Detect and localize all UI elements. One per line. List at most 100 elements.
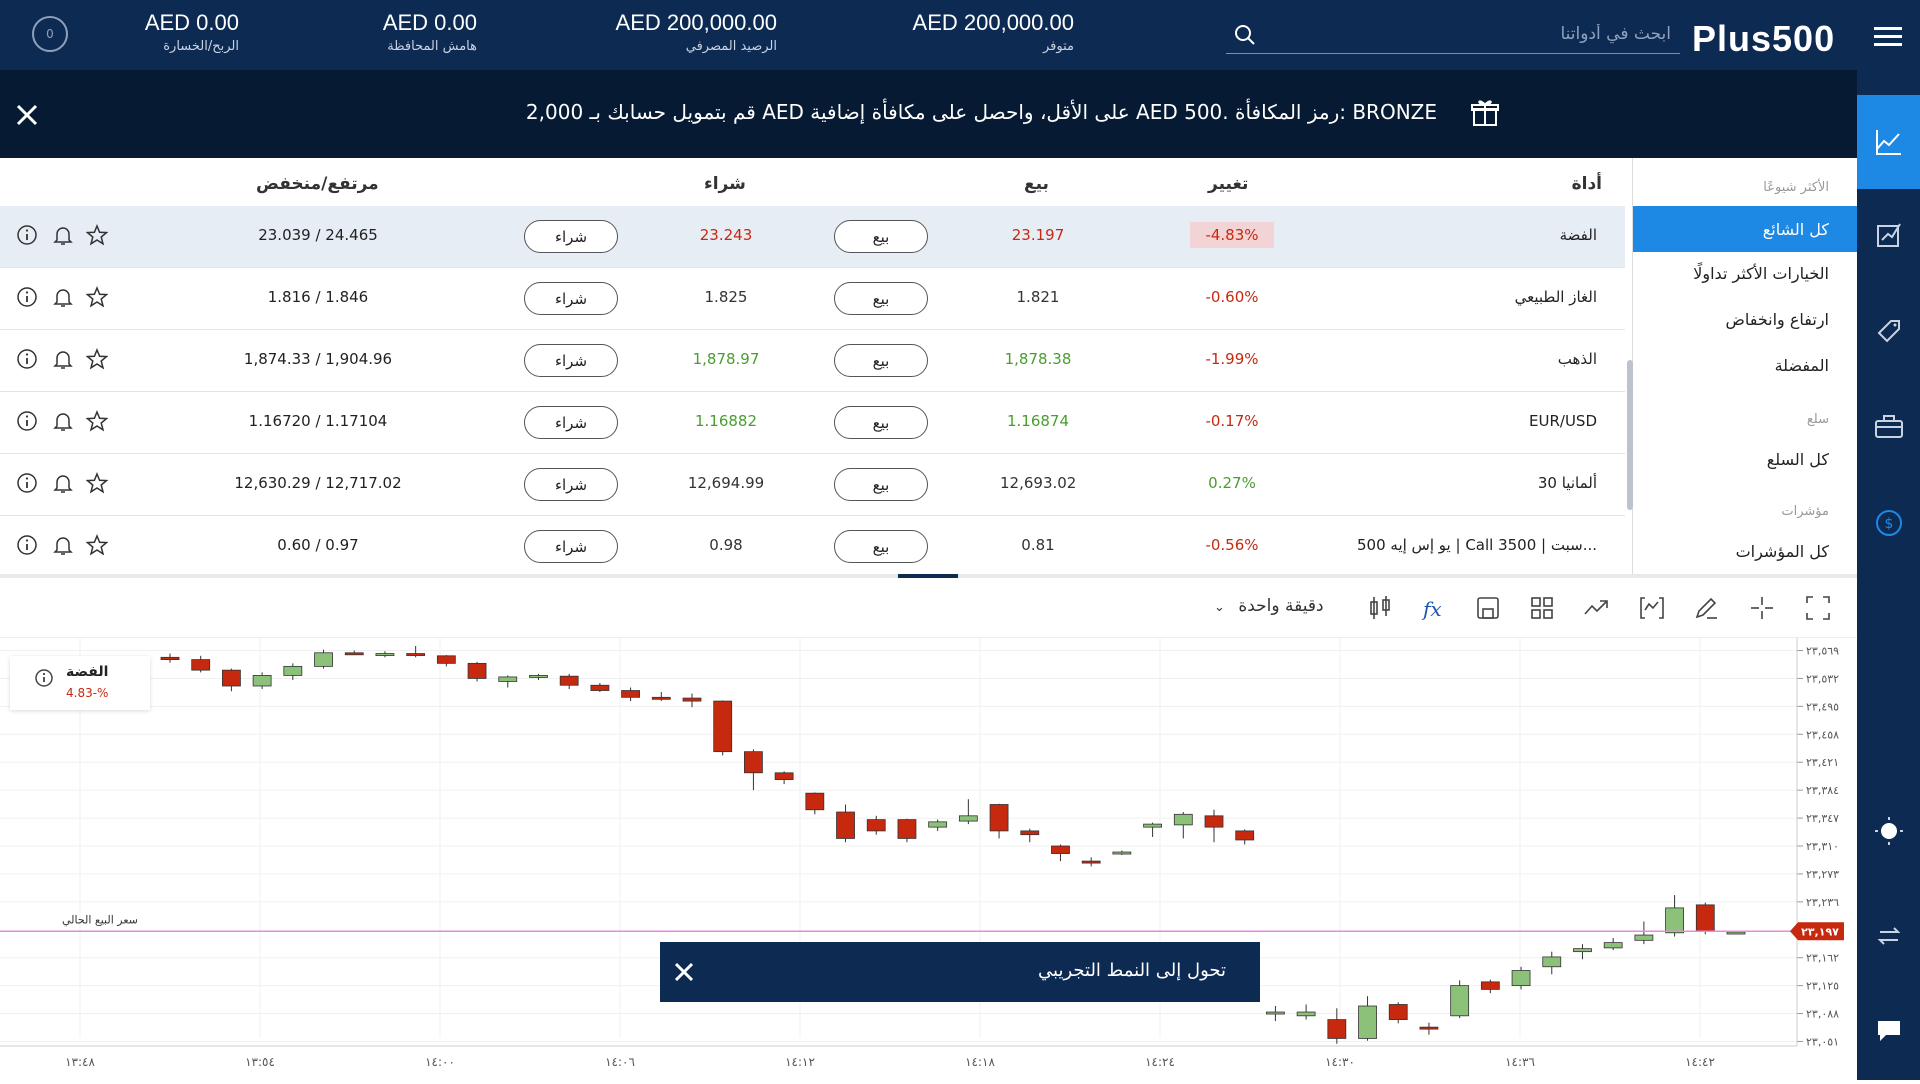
close-icon[interactable]	[674, 962, 694, 982]
change-value: -0.56%	[1205, 536, 1259, 554]
x-tick-label: ١٣:٤٨	[65, 1055, 95, 1069]
compare-icon[interactable]	[1582, 594, 1610, 622]
bell-icon[interactable]	[52, 224, 74, 246]
section-popular: الأكثر شيوعًا	[1763, 180, 1829, 195]
search-input[interactable]	[1266, 16, 1671, 52]
star-icon[interactable]	[86, 224, 108, 246]
panel-resize-handle[interactable]	[898, 574, 958, 578]
candle-body	[682, 697, 702, 702]
category-all-indices[interactable]: كل المؤشرات	[1735, 542, 1829, 561]
svg-text:$: $	[1884, 516, 1893, 532]
info-icon[interactable]	[16, 224, 38, 246]
x-tick-label: ١٤:١٢	[785, 1055, 815, 1069]
nav-orders[interactable]	[1857, 306, 1920, 356]
category-all-commodities[interactable]: كل السلع	[1766, 450, 1829, 469]
chat-button[interactable]	[1857, 1006, 1920, 1056]
table-row[interactable]: يو إس إيه 500 | Call 3500 | سبت... -0.56%…	[0, 516, 1625, 578]
info-icon[interactable]	[16, 410, 38, 432]
category-favorites[interactable]: المفضلة	[1774, 356, 1829, 375]
table-row[interactable]: الذهب -1.99% 1,878.38 بيع 1,878.97 شراء 1,874.…	[0, 330, 1625, 392]
candle-body	[1296, 1011, 1316, 1017]
star-icon[interactable]	[86, 534, 108, 556]
menu-button[interactable]	[1857, 12, 1920, 62]
candle-type-icon[interactable]	[1366, 594, 1394, 622]
candle-body	[836, 811, 855, 839]
candle-body	[559, 675, 579, 686]
stat-margin: AED 0.00 هامش المحافظة	[383, 10, 477, 54]
dollar-circle-icon: $	[1875, 510, 1902, 536]
candle-body	[191, 659, 211, 671]
margin-label: هامش المحافظة	[387, 39, 477, 54]
buy-button[interactable]: شراء	[524, 344, 618, 377]
search-icon[interactable]	[1234, 24, 1256, 46]
bell-icon[interactable]	[52, 472, 74, 494]
chart-style-icon[interactable]	[1638, 594, 1666, 622]
header-sell: بيع	[1024, 174, 1049, 194]
notifications-badge[interactable]: 0	[32, 16, 68, 52]
candle-body	[436, 655, 456, 664]
indicators-fx-icon[interactable]: fx	[1420, 594, 1448, 622]
buy-button[interactable]: شراء	[524, 468, 618, 501]
buy-button[interactable]: شراء	[524, 406, 618, 439]
star-icon[interactable]	[86, 472, 108, 494]
table-scrollbar[interactable]	[1627, 360, 1633, 510]
candle-body	[744, 751, 763, 774]
buy-button[interactable]: شراء	[524, 220, 618, 253]
category-most-traded[interactable]: الخيارات الأكثر تداولًا	[1693, 264, 1829, 283]
nav-positions[interactable]	[1857, 210, 1920, 260]
theme-toggle[interactable]	[1857, 806, 1920, 856]
category-all-popular[interactable]: كل الشائع	[1633, 206, 1857, 252]
demo-mode-toast[interactable]: تحول إلى النمط التجريبي	[660, 942, 1260, 1002]
instrument-name: ألمانيا 30	[1537, 474, 1597, 492]
instrument-name: EUR/USD	[1529, 412, 1597, 430]
table-row[interactable]: ألمانيا 30 0.27% 12,693.02 بيع 12,694.99 شراء…	[0, 454, 1625, 516]
sell-price: 1.821	[1016, 288, 1060, 306]
bell-icon[interactable]	[52, 534, 74, 556]
info-icon[interactable]	[16, 286, 38, 308]
chart-panel: ⌄ دقيقة واحدة fx ١٣:٤٨ ١٣:٥٤ ١٤:٠٠ ١٤:٠٦ ١٤:…	[0, 574, 1857, 1080]
nav-funds[interactable]: $	[1857, 498, 1920, 548]
candle-body	[897, 819, 917, 839]
fullscreen-icon[interactable]	[1804, 594, 1832, 622]
nav-portfolio[interactable]	[1857, 402, 1920, 452]
balance-value: AED 200,000.00	[615, 10, 777, 35]
bell-icon[interactable]	[52, 286, 74, 308]
crosshair-icon[interactable]	[1748, 594, 1776, 622]
save-icon[interactable]	[1474, 594, 1502, 622]
candle-body	[1726, 931, 1746, 935]
table-row[interactable]: الفضة -4.83% 23.197 بيع 23.243 شراء 23.039 / 2…	[0, 206, 1625, 268]
info-icon[interactable]	[16, 534, 38, 556]
info-icon[interactable]	[16, 472, 38, 494]
candle-body	[621, 690, 640, 698]
bell-icon[interactable]	[52, 348, 74, 370]
bell-icon[interactable]	[52, 410, 74, 432]
candle-body	[1665, 907, 1684, 934]
nav-trade[interactable]	[1857, 95, 1920, 189]
buy-button[interactable]: شراء	[524, 530, 618, 563]
draw-pencil-icon[interactable]	[1692, 594, 1720, 622]
close-icon[interactable]	[16, 104, 38, 126]
star-icon[interactable]	[86, 348, 108, 370]
sell-button[interactable]: بيع	[834, 530, 928, 563]
stat-available: AED 200,000.00 متوفر	[913, 10, 1074, 54]
switch-mode-button[interactable]	[1857, 911, 1920, 961]
sell-button[interactable]: بيع	[834, 282, 928, 315]
layout-grid-icon[interactable]	[1528, 594, 1556, 622]
sell-button[interactable]: بيع	[834, 468, 928, 501]
interval-select[interactable]: ⌄ دقيقة واحدة	[1214, 596, 1324, 616]
price-chart[interactable]: ١٣:٤٨ ١٣:٥٤ ١٤:٠٠ ١٤:٠٦ ١٤:١٢ ١٤:١٨ ١٤:٢٤ ١٤:٣٠…	[0, 638, 1857, 1084]
candle-body	[529, 675, 548, 678]
star-icon[interactable]	[86, 410, 108, 432]
candle-body	[1235, 830, 1255, 841]
info-icon[interactable]	[16, 348, 38, 370]
star-icon[interactable]	[86, 286, 108, 308]
info-icon[interactable]	[34, 668, 54, 688]
table-row[interactable]: EUR/USD -0.17% 1.16874 بيع 1.16882 شراء 1.1672…	[0, 392, 1625, 454]
sell-button[interactable]: بيع	[834, 220, 928, 253]
table-row[interactable]: الغاز الطبيعي -0.60% 1.821 بيع 1.825 شراء 1.81…	[0, 268, 1625, 330]
buy-button[interactable]: شراء	[524, 282, 618, 315]
stat-balance: AED 200,000.00 الرصيد المصرفي	[616, 10, 777, 54]
sell-button[interactable]: بيع	[834, 344, 928, 377]
sell-button[interactable]: بيع	[834, 406, 928, 439]
category-risers-fallers[interactable]: ارتفاع وانخفاض	[1725, 310, 1830, 329]
